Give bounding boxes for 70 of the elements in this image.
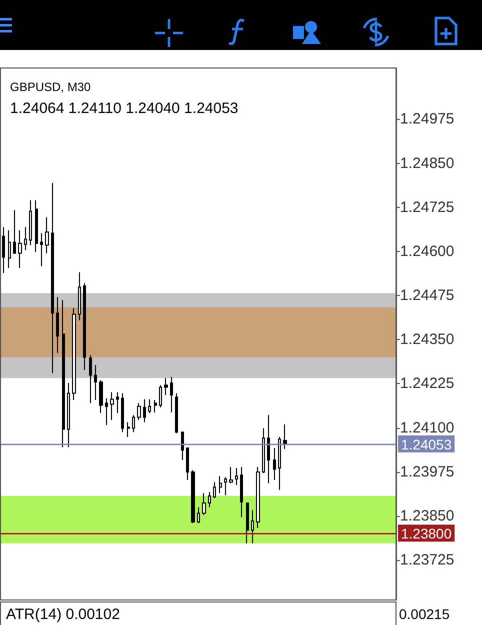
text: ATR(14) 0.00102	[6, 606, 120, 623]
candlestick	[67, 382, 70, 448]
candlestick	[56, 296, 59, 354]
candlestick	[51, 182, 54, 374]
candlestick	[256, 466, 260, 529]
y-tick-label: 1.24975	[400, 110, 454, 128]
candlestick	[251, 510, 254, 544]
candlestick	[170, 376, 173, 413]
y-tick-label: 1.24475	[400, 287, 454, 304]
y-tick-label: 1.24600	[400, 242, 454, 260]
candlestick	[2, 226, 5, 274]
y-tick-label: 1.23725	[400, 552, 454, 569]
candlestick	[18, 230, 22, 269]
candlestick	[273, 447, 276, 481]
candlestick	[224, 476, 227, 496]
y-tick-label: 1.23850	[400, 508, 454, 525]
candlestick	[219, 476, 222, 494]
candlestick	[29, 200, 32, 246]
candlestick	[105, 398, 108, 426]
candlestick	[197, 506, 200, 524]
candlestick	[240, 466, 243, 518]
candlestick	[213, 482, 216, 499]
candlestick	[262, 428, 265, 474]
candlestick	[72, 308, 76, 400]
candlestick	[267, 414, 270, 484]
candlestick	[229, 466, 233, 484]
candlestick	[116, 392, 119, 414]
candlestick	[110, 392, 114, 421]
y-tick-label: 1.24100	[400, 419, 454, 436]
candlestick	[283, 424, 287, 450]
candlestick	[121, 392, 124, 433]
candlestick	[154, 399, 157, 413]
text: 0.00215	[399, 606, 450, 622]
candlestick	[83, 282, 86, 370]
candlestick	[175, 392, 178, 434]
candlestick	[62, 300, 65, 448]
candlestick	[181, 432, 184, 460]
candlestick	[143, 398, 146, 423]
candlestick	[45, 216, 49, 254]
y-tick-label: 1.24225	[400, 375, 454, 392]
candlestick	[13, 210, 16, 254]
candlestick	[278, 436, 281, 490]
y-tick-label: 1.24725	[400, 198, 454, 216]
candlestick	[191, 470, 195, 524]
candlestick	[99, 380, 103, 414]
y-tick-label: 1.24850	[400, 154, 454, 172]
candlestick	[24, 226, 27, 251]
text: 1.24064 1.24110 1.24040 1.24053	[10, 100, 238, 117]
y-tick-label: 1.24350	[400, 331, 454, 348]
y-tick-label: 1.23975	[400, 463, 454, 480]
candlestick	[246, 502, 249, 544]
candlestick	[164, 378, 168, 396]
candlestick	[235, 468, 238, 486]
candlestick	[89, 354, 92, 404]
candlestick	[148, 398, 151, 414]
candlestick	[127, 422, 130, 438]
candlestick	[132, 414, 135, 433]
candlestick	[208, 492, 211, 508]
candlestick	[35, 200, 38, 253]
candlestick	[78, 272, 81, 321]
candlestick	[8, 230, 11, 269]
candlestick	[40, 232, 43, 267]
ref-line-label: 1.24053	[401, 436, 452, 452]
candlestick	[137, 402, 141, 421]
candlestick	[186, 447, 189, 481]
ref-line-label: 1.23800	[401, 526, 452, 542]
candlestick	[202, 492, 206, 516]
candlestick	[159, 384, 162, 408]
candlestick	[94, 364, 97, 400]
text: GBPUSD, M30	[10, 80, 92, 94]
